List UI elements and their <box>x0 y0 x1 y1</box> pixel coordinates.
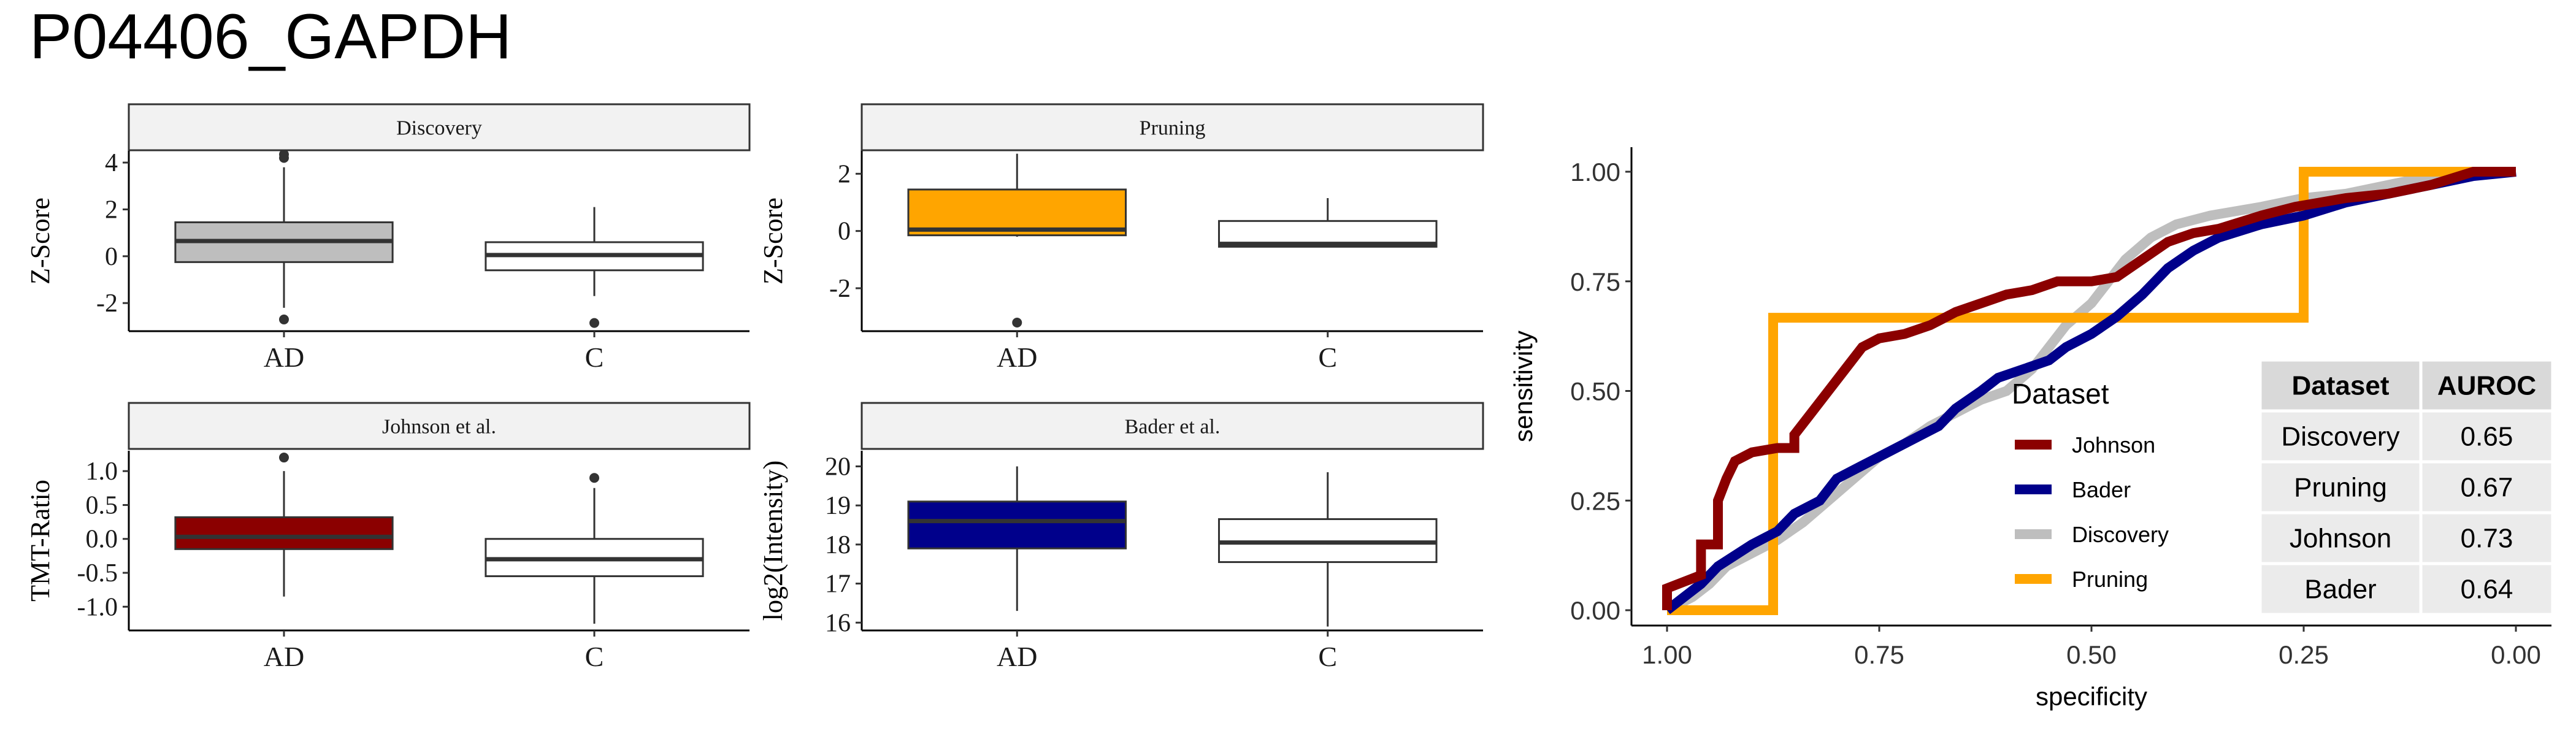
x-tick-label: C <box>585 342 604 373</box>
y-axis-label: Z-Score <box>758 197 788 285</box>
table-header-cell <box>2258 358 2423 413</box>
y-tick-label: 0.0 <box>86 526 118 554</box>
boxplot-panel-3: Bader et al. 16 17 18 19 20 log2(Intensity) AD C <box>758 402 1484 672</box>
legend-label-johnson: Johnson <box>2072 432 2155 458</box>
roc-curve-pruning <box>1667 167 2516 615</box>
roc-curve-bader <box>1664 167 2517 615</box>
x-tick-label: C <box>585 641 604 672</box>
box-AD <box>907 153 1127 327</box>
table-cell <box>2258 562 2423 616</box>
x-tick-label: C <box>1318 342 1337 373</box>
y-tick-label: 0 <box>838 218 851 246</box>
roc-y-tick-label: 1.00 <box>1570 158 1620 186</box>
y-axis-label: TMT-Ratio <box>25 480 55 602</box>
legend-label-discovery: Discovery <box>2072 522 2169 547</box>
table-cell <box>2419 460 2555 515</box>
roc-y-tick-label: 0.75 <box>1570 267 1620 296</box>
y-tick-label: 16 <box>825 609 851 637</box>
table-cell <box>2419 511 2555 565</box>
roc-y-axis-label: sensitivity <box>1509 331 1538 442</box>
y-tick-label: -2 <box>829 275 851 303</box>
box-C <box>485 207 704 328</box>
roc-curve-johnson <box>1662 167 2516 610</box>
legend-title: Dataset <box>2012 378 2109 410</box>
table-cell <box>2419 562 2555 616</box>
facet-title: Pruning <box>1140 117 1206 140</box>
box-AD <box>174 453 394 597</box>
table-header-text: Dataset <box>2292 371 2390 401</box>
y-tick-label: 1.0 <box>86 458 118 486</box>
outlier-point <box>279 453 289 463</box>
y-tick-label: 19 <box>825 492 851 520</box>
box-C <box>485 473 704 624</box>
x-tick-label: AD <box>997 342 1037 373</box>
table-cell <box>2419 409 2555 464</box>
facet-title: Discovery <box>396 117 482 140</box>
box-iqr <box>174 516 394 550</box>
outlier-point <box>279 314 289 324</box>
y-tick-label: 17 <box>825 570 851 599</box>
y-axis-label: Z-Score <box>25 197 55 285</box>
y-tick-label: -1.0 <box>77 593 118 621</box>
outlier-point <box>279 149 289 159</box>
outlier-point <box>589 318 599 328</box>
figure-title: P04406_GAPDH <box>29 1 512 72</box>
facet-strip <box>128 103 751 151</box>
auroc-table: Dataset AUROC Discovery 0.65 Pruning 0.67 John… <box>2258 358 2555 616</box>
box-C <box>1217 198 1438 248</box>
legend-label-bader: Bader <box>2072 477 2131 502</box>
table-cell-text: Johnson <box>2290 524 2391 554</box>
x-tick-label: AD <box>264 342 304 373</box>
y-tick-label: -0.5 <box>77 559 118 588</box>
table-cell-text: Bader <box>2304 575 2376 605</box>
y-tick-label: 18 <box>825 531 851 559</box>
table-cell-text: Discovery <box>2281 422 2399 452</box>
roc-y-tick-label: 0.50 <box>1570 377 1620 406</box>
table-cell-text: 0.65 <box>2461 422 2513 452</box>
y-tick-label: -2 <box>96 289 118 318</box>
box-C <box>1217 472 1438 627</box>
roc-x-tick-label: 0.50 <box>2066 640 2117 669</box>
roc-legend: Dataset Johnson Bader Discovery Pruning <box>2012 378 2169 592</box>
box-AD <box>907 466 1127 611</box>
x-tick-label: AD <box>264 641 304 672</box>
boxplot-panel-2: Johnson et al. -1.0 -0.5 0.0 0.5 1.0 TMT-Ratio… <box>25 402 751 672</box>
roc-x-axis-label: specificity <box>2036 682 2147 711</box>
y-tick-label: 4 <box>105 149 118 177</box>
boxplot-panel-1: Pruning -2 0 2 Z-Score AD C <box>758 103 1484 373</box>
y-tick-label: 2 <box>838 160 851 188</box>
table-cell-text: Pruning <box>2294 473 2387 503</box>
y-axis-label: log2(Intensity) <box>758 461 788 621</box>
legend-label-pruning: Pruning <box>2072 567 2148 592</box>
roc-panel: 0.00 0.25 0.50 0.75 1.00 1.00 0.75 0.50 0.25 0.00… <box>1509 147 2555 711</box>
table-cell-text: 0.73 <box>2461 524 2513 554</box>
box-iqr <box>907 500 1127 549</box>
roc-y-tick-label: 0.00 <box>1570 596 1620 625</box>
x-tick-label: AD <box>997 641 1037 672</box>
table-cell-text: 0.67 <box>2461 473 2513 503</box>
facet-strip <box>861 103 1484 151</box>
facet-strip <box>128 402 751 450</box>
table-header-text: AUROC <box>2437 371 2536 401</box>
outlier-point <box>589 473 599 483</box>
facet-title: Johnson et al. <box>382 416 496 438</box>
x-tick-label: C <box>1318 641 1337 672</box>
roc-x-tick-label: 0.75 <box>1854 640 1904 669</box>
y-tick-label: 20 <box>825 453 851 481</box>
roc-x-tick-label: 1.00 <box>1642 640 1692 669</box>
facet-strip <box>861 402 1484 450</box>
boxplot-panel-0: Discovery -2 0 2 4 Z-Score AD C <box>25 103 751 373</box>
roc-x-tick-label: 0.25 <box>2279 640 2329 669</box>
outlier-point <box>1012 318 1022 327</box>
box-AD <box>174 149 394 324</box>
y-tick-label: 2 <box>105 196 118 224</box>
y-tick-label: 0 <box>105 243 118 271</box>
table-cell-text: 0.64 <box>2461 575 2513 605</box>
roc-y-tick-label: 0.25 <box>1570 486 1620 515</box>
y-tick-label: 0.5 <box>86 491 118 519</box>
roc-x-tick-label: 0.00 <box>2491 640 2541 669</box>
facet-title: Bader et al. <box>1125 416 1221 438</box>
